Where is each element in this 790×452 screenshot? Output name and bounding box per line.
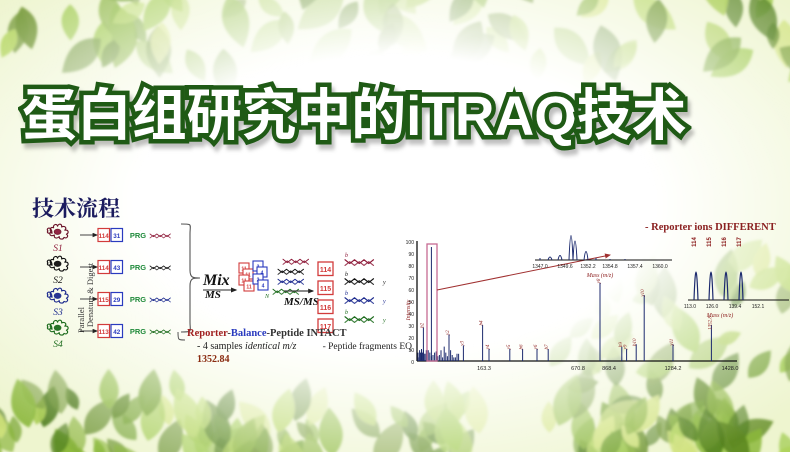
svg-text:Intensity: Intensity [406,299,412,321]
svg-text:y4: y4 [486,344,491,350]
svg-text:y2: y2 [446,330,451,336]
svg-text:PRG: PRG [130,231,146,240]
svg-text:1347.0: 1347.0 [532,264,548,270]
svg-text:1360.0: 1360.0 [652,264,668,270]
svg-text:100: 100 [406,240,415,246]
svg-text:S4: S4 [53,340,63,350]
svg-text:0: 0 [411,360,414,366]
svg-text:163.3: 163.3 [477,366,491,372]
svg-text:Mass (m/z): Mass (m/z) [706,312,734,319]
svg-text:Reporter-Balance-Peptide INTAC: Reporter-Balance-Peptide INTACT [187,328,347,339]
svg-text:y: y [382,318,386,324]
svg-text:S3: S3 [53,308,63,318]
svg-text:115: 115 [320,286,331,293]
svg-text:Parallel: Parallel [76,306,86,333]
svg-text:y: y [382,299,386,305]
svg-text:70: 70 [408,276,414,282]
svg-text:b: b [345,291,348,297]
svg-text:b: b [345,253,348,259]
svg-text:y8: y8 [597,278,602,284]
svg-text:115: 115 [707,237,713,247]
svg-text:b7: b7 [545,344,550,350]
svg-text:Mass (m/z): Mass (m/z) [586,272,614,279]
svg-text:4: 4 [262,283,265,289]
svg-text:1428.0: 1428.0 [722,366,739,372]
svg-text:- Peptide fragments EQ: - Peptide fragments EQ [323,341,413,352]
svg-text:670.8: 670.8 [571,366,585,372]
svg-text:1357.4: 1357.4 [627,264,643,270]
svg-text:10: 10 [408,348,414,354]
svg-text:117: 117 [737,237,743,247]
svg-text:1349.6: 1349.6 [557,264,573,270]
svg-text:y: y [382,280,386,286]
svg-text:114: 114 [99,233,110,240]
svg-text:1352.84: 1352.84 [197,354,230,365]
svg-text:b: b [345,310,348,316]
svg-text:b2: b2 [420,322,425,328]
svg-text:S1: S1 [53,244,63,254]
svg-text:43: 43 [113,265,121,272]
svg-text:1352.2: 1352.2 [580,264,596,270]
svg-text:b10: b10 [633,338,638,346]
svg-text:y10: y10 [641,289,646,298]
svg-text:y9: y9 [624,344,629,350]
svg-text:60: 60 [408,288,414,294]
svg-text:- 4 samples identical m/z: - 4 samples identical m/z [197,341,297,352]
svg-text:b6: b6 [520,344,525,350]
svg-text:PRG: PRG [130,327,146,336]
svg-text:1284.2: 1284.2 [665,366,682,372]
svg-text:S2: S2 [53,276,63,286]
svg-text:868.4: 868.4 [602,366,616,372]
svg-text:1354.8: 1354.8 [602,264,618,270]
svg-text:11: 11 [246,284,252,290]
svg-text:115: 115 [99,297,110,304]
svg-text:114: 114 [692,237,698,247]
svg-text:139.4: 139.4 [729,304,742,310]
svg-text:MS/MS: MS/MS [283,296,319,308]
svg-text:MS: MS [204,289,221,301]
svg-text:y3: y3 [460,341,465,347]
svg-text:126.0: 126.0 [706,304,719,310]
svg-text:116: 116 [320,305,331,312]
svg-text:116: 116 [722,237,728,247]
svg-text:20: 20 [408,336,414,342]
svg-text:N: N [264,294,270,300]
svg-text:PRG: PRG [130,263,146,272]
svg-text:Denature & Digest: Denature & Digest [85,262,95,327]
svg-text:- Reporter ions DIFFERENT: - Reporter ions DIFFERENT [645,222,776,233]
svg-text:114: 114 [320,267,331,274]
svg-text:29: 29 [113,297,121,304]
svg-text:y11: y11 [670,339,675,347]
svg-text:152.1: 152.1 [752,304,765,310]
svg-text:b4: b4 [480,320,485,326]
svg-text:Mix: Mix [202,272,230,289]
svg-text:113.0: 113.0 [684,304,696,310]
svg-text:b: b [345,272,348,278]
svg-text:31: 31 [113,233,121,240]
svg-text:PRG: PRG [130,295,146,304]
svg-text:90: 90 [408,252,414,258]
svg-text:y6: y6 [534,344,539,350]
svg-text:42: 42 [113,329,121,336]
svg-text:80: 80 [408,264,414,270]
svg-text:113: 113 [99,329,110,336]
svg-text:30: 30 [408,324,414,330]
svg-text:114: 114 [99,265,110,272]
svg-text:y5: y5 [507,344,512,350]
